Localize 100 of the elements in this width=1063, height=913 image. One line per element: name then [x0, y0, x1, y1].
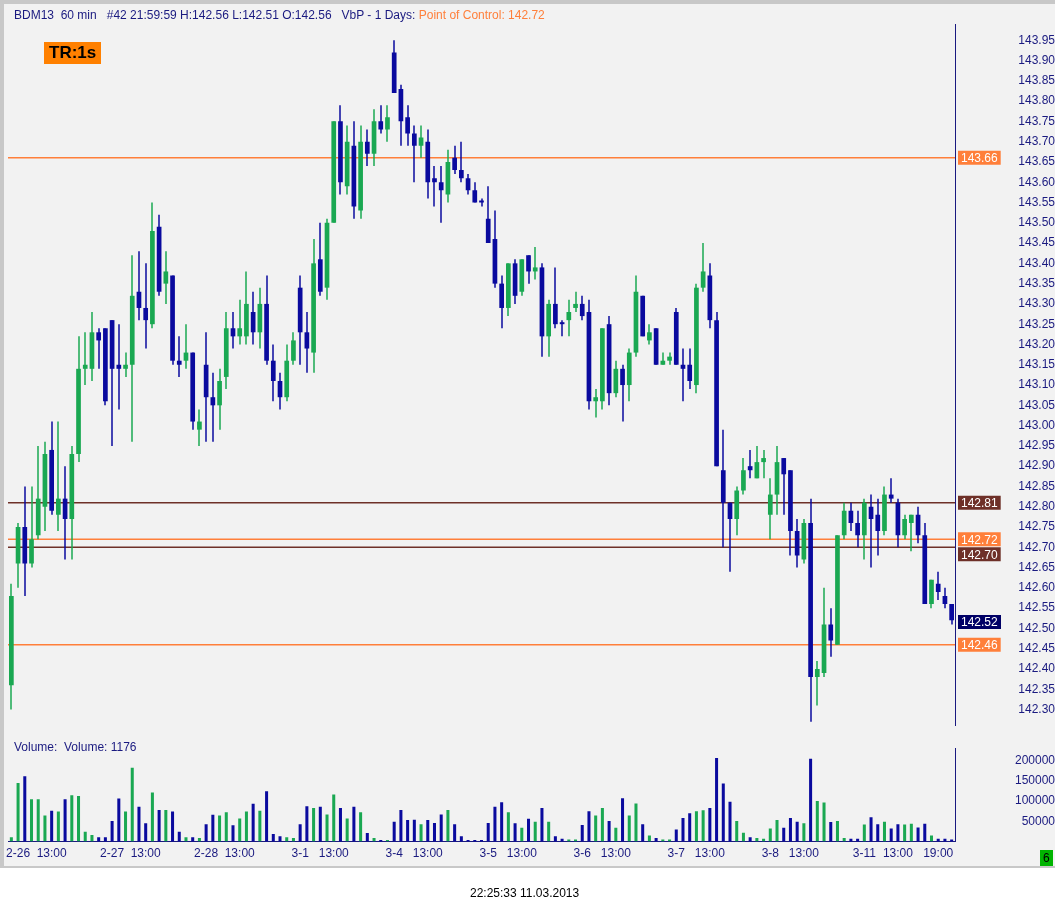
y-tick-label: 143.85: [1018, 73, 1056, 88]
candlestick: [767, 477, 773, 540]
bar: [809, 758, 813, 842]
candlestick: [620, 364, 625, 423]
bar: [352, 806, 356, 842]
bar: [896, 824, 900, 842]
bar: [728, 801, 732, 842]
y-tick-label: 143.20: [1018, 336, 1056, 351]
x-tick-label: 13:00: [882, 846, 914, 861]
bar: [533, 821, 537, 842]
bar: [251, 803, 255, 842]
y-tick-label: 142.50: [1018, 620, 1056, 635]
candlestick: [566, 299, 572, 338]
bar: [258, 810, 262, 842]
bar: [788, 818, 792, 842]
bar: [285, 837, 289, 842]
y-tick-label: 142.60: [1018, 580, 1056, 595]
bar: [775, 820, 779, 842]
chart-subtitle: Point of Control: 142.72: [417, 8, 545, 22]
x-tick-label: 13:00: [224, 846, 256, 861]
bar: [909, 823, 913, 842]
bar: [674, 829, 678, 842]
bar: [144, 823, 148, 842]
x-tick-label: 3-1: [291, 846, 310, 861]
bar: [802, 823, 806, 842]
bar: [30, 799, 34, 842]
bar: [923, 823, 927, 842]
y-tick-label: 142.75: [1018, 519, 1056, 534]
candlestick: [459, 140, 464, 183]
bar: [815, 800, 819, 842]
candlestick: [781, 457, 787, 516]
bar: [36, 799, 40, 842]
ref-line-label: 142.70: [961, 547, 999, 562]
bar: [768, 828, 772, 842]
bar: [594, 815, 598, 842]
bar: [688, 813, 692, 842]
candlestick: [56, 420, 61, 532]
bar: [735, 820, 739, 842]
text: 142.52: [958, 615, 1001, 629]
bar: [721, 783, 725, 842]
bar: [150, 792, 154, 842]
bar: [171, 811, 175, 842]
bar: [412, 819, 416, 842]
chart-title: BDM13 60 min #42 21:59:59 H:142.56 L:142.51 O:142.56 VbP - 1 Days:: [14, 8, 416, 22]
bar: [265, 791, 269, 842]
bar: [204, 824, 208, 842]
candlestick: [82, 331, 88, 386]
x-tick-label: 13:00: [412, 846, 444, 861]
y-tick-label: 143.00: [1018, 417, 1056, 432]
candlestick: [452, 144, 457, 175]
bar: [97, 837, 101, 842]
bar: [506, 812, 510, 842]
bar: [715, 757, 719, 842]
bar: [876, 824, 880, 842]
bar: [547, 821, 551, 842]
bar: [553, 836, 557, 842]
y-tick-label: 143.25: [1018, 316, 1056, 331]
x-tick-label: 3-7: [667, 846, 686, 861]
candlestick: [411, 124, 417, 183]
bar: [224, 812, 228, 842]
candlestick: [143, 262, 149, 350]
candlestick: [385, 104, 390, 143]
candlestick: [593, 388, 599, 419]
bar: [493, 806, 497, 842]
y-tick-label: 143.40: [1018, 255, 1056, 270]
bar: [607, 820, 611, 842]
text: 22:25:33 11.03.2013: [470, 886, 580, 900]
y-tick-label: 142.85: [1018, 478, 1056, 493]
bar: [621, 798, 625, 842]
bar: [916, 827, 920, 842]
bar: [708, 807, 712, 842]
bar: [338, 807, 342, 842]
bar: [231, 825, 235, 842]
bar: [889, 828, 893, 842]
candlestick: [828, 607, 834, 658]
candlestick: [210, 372, 216, 443]
bar: [634, 803, 638, 842]
ref-line-label: 142.72: [961, 532, 999, 547]
y-tick-label: 143.55: [1018, 194, 1056, 209]
bar: [83, 831, 87, 842]
candlestick: [291, 331, 296, 366]
candlestick: [197, 408, 202, 447]
bar: [137, 806, 141, 842]
x-tick-label: 3-4: [385, 846, 404, 861]
candlestick: [747, 449, 753, 480]
y-tick-label: 142.55: [1018, 600, 1056, 615]
x-tick-label: 3-8: [761, 846, 780, 861]
candlestick: [949, 603, 954, 626]
annotation: TR:1s: [44, 42, 102, 64]
y-tick-label: 50000: [1021, 813, 1056, 828]
bar: [627, 815, 631, 842]
bar: [701, 810, 705, 842]
bar: [795, 821, 799, 842]
bar: [77, 796, 81, 842]
candlestick: [432, 165, 437, 208]
candlestick: [579, 295, 585, 321]
bar: [157, 809, 161, 842]
candlestick: [364, 128, 370, 167]
candlestick: [116, 323, 122, 411]
candlestick: [741, 457, 746, 496]
